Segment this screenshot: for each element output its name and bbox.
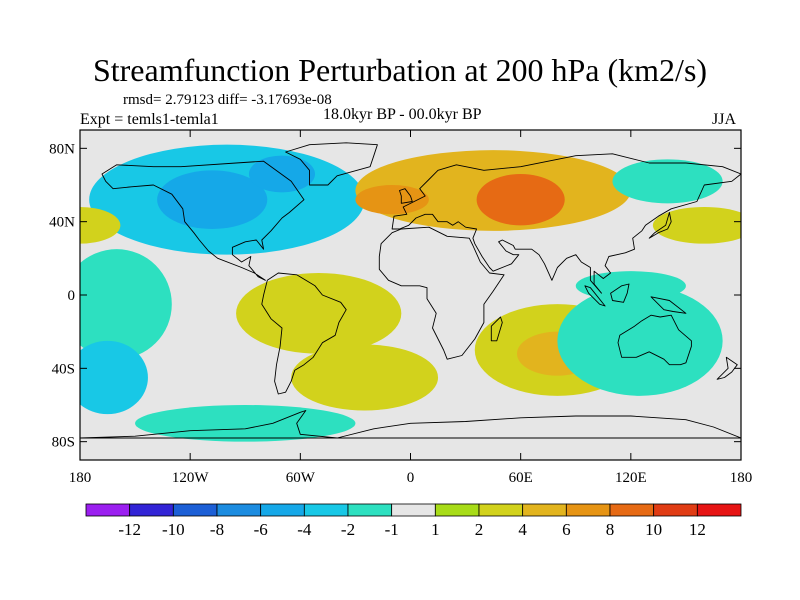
colorbar-swatch [260,503,305,517]
colorbar-swatch [434,503,480,517]
x-tick-label: 0 [407,470,415,486]
colorbar-swatch [609,503,655,517]
colorbar-swatch [391,503,436,517]
colorbar-label: -4 [297,520,312,539]
anomaly-eurasia-ridge-core [476,174,565,226]
anomaly-south-pacific-low [80,340,148,415]
anomaly-tropical-east-pacific-low [80,249,172,360]
anomaly-north-pacific-ridge [80,207,121,244]
colorbar-label: 1 [431,520,440,539]
colorbar-swatch [172,503,218,517]
colorbar-swatch [129,503,174,517]
anomaly-north-atlantic-ridge-core [355,185,429,215]
x-axis-ticks: 180 120W 60W 0 60E 120E 180 [69,130,753,486]
anomaly-hudson-low-core [248,155,316,193]
anomaly-field [80,144,741,442]
colorbar-label: 2 [475,520,484,539]
anomaly-maritime-low [575,271,686,301]
colorbar-label: 4 [518,520,527,539]
y-axis-ticks: 80N 40N 0 40S 80S [49,141,741,451]
colorbar-label: -2 [341,520,355,539]
season-label: JJA [712,111,737,128]
colorbar-label: 6 [562,520,571,539]
y-tick-label: 40N [49,215,75,231]
land-new-guinea [650,296,687,314]
y-tick-label: 80N [49,141,75,157]
land-new-zealand [716,356,738,380]
anomaly-south-atlantic-ridge [291,344,439,411]
x-tick-label: 180 [69,470,92,486]
land-north-america [101,160,305,281]
colorbar-label: -8 [210,520,224,539]
colorbar-swatch [347,503,393,517]
anomaly-west-pacific-ridge [652,207,741,244]
colorbar-swatch [522,503,567,517]
colorbar-swatch [216,503,262,517]
chart-title: Streamfunction Perturbation at 200 hPa (… [92,52,708,88]
anomaly-antarctic-low [135,405,356,442]
land-africa [378,226,505,360]
experiment-label: Expt = temls1-temla1 [80,111,219,128]
land-borneo [610,283,630,303]
land-greenland [285,142,378,186]
x-tick-label: 120W [172,470,210,486]
y-tick-label: 0 [68,288,76,304]
x-tick-label: 60W [286,470,316,486]
anomaly-north-america-low-core [157,170,268,230]
y-tick-label: 80S [52,435,75,451]
time-period-label: 18.0kyr BP - 00.0kyr BP [323,106,482,123]
land-outlines [80,142,741,439]
colorbar-swatch [696,503,742,517]
colorbar-label: 8 [606,520,615,539]
land-british-isles [399,188,413,204]
colorbar-swatch [565,503,611,517]
land-south-america [261,272,347,395]
colorbar-label: -10 [162,520,185,539]
colorbar-swatch [303,503,349,517]
colorbar-swatch [85,503,131,517]
x-tick-label: 120E [615,470,647,486]
map-panel: 180 120W 60W 0 60E 120E 180 80N 40N 0 40S 80S [49,129,753,486]
y-tick-label: 40S [52,361,75,377]
colorbar-label: 12 [689,520,706,539]
x-tick-label: 180 [730,470,753,486]
land-japan [648,212,672,239]
land-sumatra [584,285,606,307]
colorbar-swatch [653,503,698,517]
colorbar-label: -6 [254,520,268,539]
land-australia [617,314,692,366]
anomaly-south-america-ridge [236,273,402,354]
colorbar: -12 -10 -8 -6 -4 -2 -1 1 2 4 6 8 10 12 [85,503,742,539]
land-eurasia [391,153,741,294]
land-antarctica [80,410,741,439]
land-madagascar [490,316,503,342]
colorbar-label: 10 [645,520,662,539]
anomaly-east-asia-low [612,159,723,204]
x-tick-label: 60E [509,470,533,486]
anomaly-australia-low [557,285,723,396]
stats-label: rmsd= 2.79123 diff= -3.17693e-08 [123,92,332,108]
colorbar-swatch [478,503,524,517]
colorbar-label: -1 [385,520,399,539]
colorbar-label: -12 [118,520,141,539]
